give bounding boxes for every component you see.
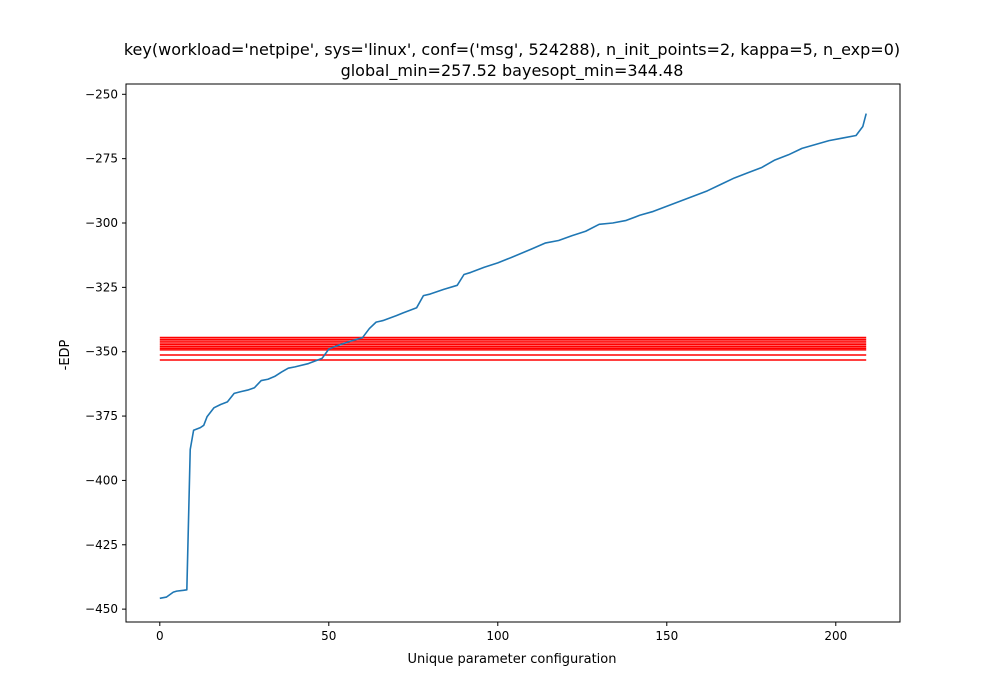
axes: 0 50 100 150 200 −450 −425 −400 −375 −350 −325 −300… <box>85 83 901 643</box>
y-tick-label: −350 <box>85 345 118 359</box>
y-tick-label: −300 <box>85 216 118 230</box>
x-tick-label: 50 <box>321 629 336 643</box>
x-tick-label: 0 <box>156 629 164 643</box>
x-tick-label: 200 <box>824 629 847 643</box>
chart-title-line1: key(workload='netpipe', sys='linux', con… <box>124 40 900 60</box>
y-tick-label: −275 <box>85 152 118 166</box>
y-tick-label: −375 <box>85 409 118 423</box>
y-tick-label: −325 <box>85 280 118 294</box>
x-tick-label: 100 <box>486 629 509 643</box>
chart-title-line2: global_min=257.52 bayesopt_min=344.48 <box>341 61 684 81</box>
y-tick-label: −450 <box>85 602 118 616</box>
x-tick-label: 150 <box>655 629 678 643</box>
plot-area <box>159 113 867 600</box>
y-tick-label: −400 <box>85 473 118 487</box>
x-axis-label: Unique parameter configuration <box>408 652 617 667</box>
axes-frame <box>125 83 901 623</box>
y-tick-label: −250 <box>85 87 118 101</box>
series-line-0 <box>159 113 867 600</box>
y-tick-label: −425 <box>85 538 118 552</box>
y-axis-label: -EDP <box>58 339 73 370</box>
